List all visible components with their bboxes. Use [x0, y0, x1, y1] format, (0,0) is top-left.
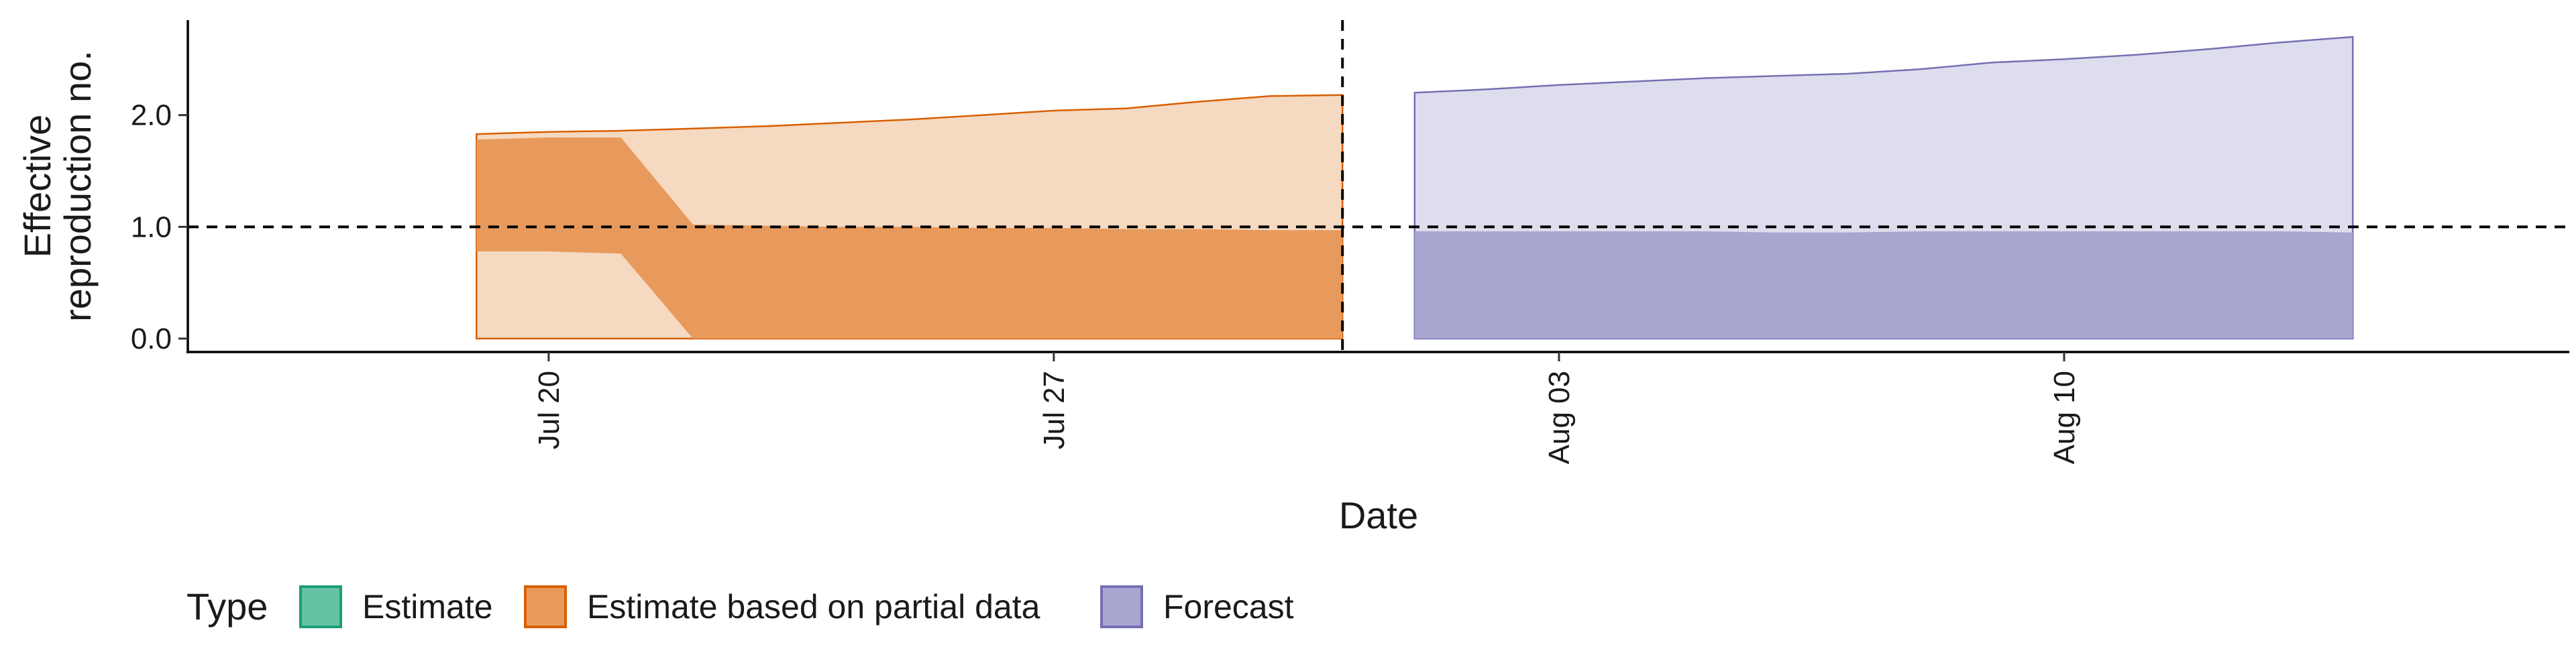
legend-label-estimate: Estimate	[362, 588, 493, 626]
x-tick-label: Jul 27	[1038, 371, 1071, 449]
axes: 0.0 1.0 2.0 Jul 20 Jul 27 Aug 03 Aug 10 Date Eff…	[16, 20, 2569, 536]
legend-label-estimate-based-on-partial-data: Estimate based on partial data	[587, 588, 1040, 626]
y-tick-label: 1.0	[131, 211, 172, 243]
legend-key-forecast	[1100, 585, 1143, 628]
inner-ribbon-forecast	[1414, 231, 2353, 339]
inner-ribbon-estimate-based-on-partial-data	[476, 137, 1343, 339]
y-tick-label: 2.0	[131, 99, 172, 132]
legend-title: Type	[186, 585, 268, 628]
x-tick-label: Aug 03	[1543, 371, 1576, 464]
y-axis-title: Effectivereproduction no.	[16, 50, 99, 322]
legend-key-estimate	[299, 585, 342, 628]
plot-area	[188, 20, 2569, 352]
y-axis-title-line: Effective	[16, 115, 58, 258]
y-tick-label: 0.0	[131, 322, 172, 355]
x-tick-label: Aug 10	[2048, 371, 2081, 464]
y-axis-title-line: reproduction no.	[56, 50, 99, 322]
x-axis-title: Date	[1339, 494, 1418, 536]
legend-key-estimate-based-on-partial-data	[524, 585, 567, 628]
x-tick-label: Jul 20	[533, 371, 566, 449]
legend-label-forecast: Forecast	[1163, 588, 1294, 626]
legend: Type Estimate Estimate based on partial da…	[186, 585, 1294, 628]
